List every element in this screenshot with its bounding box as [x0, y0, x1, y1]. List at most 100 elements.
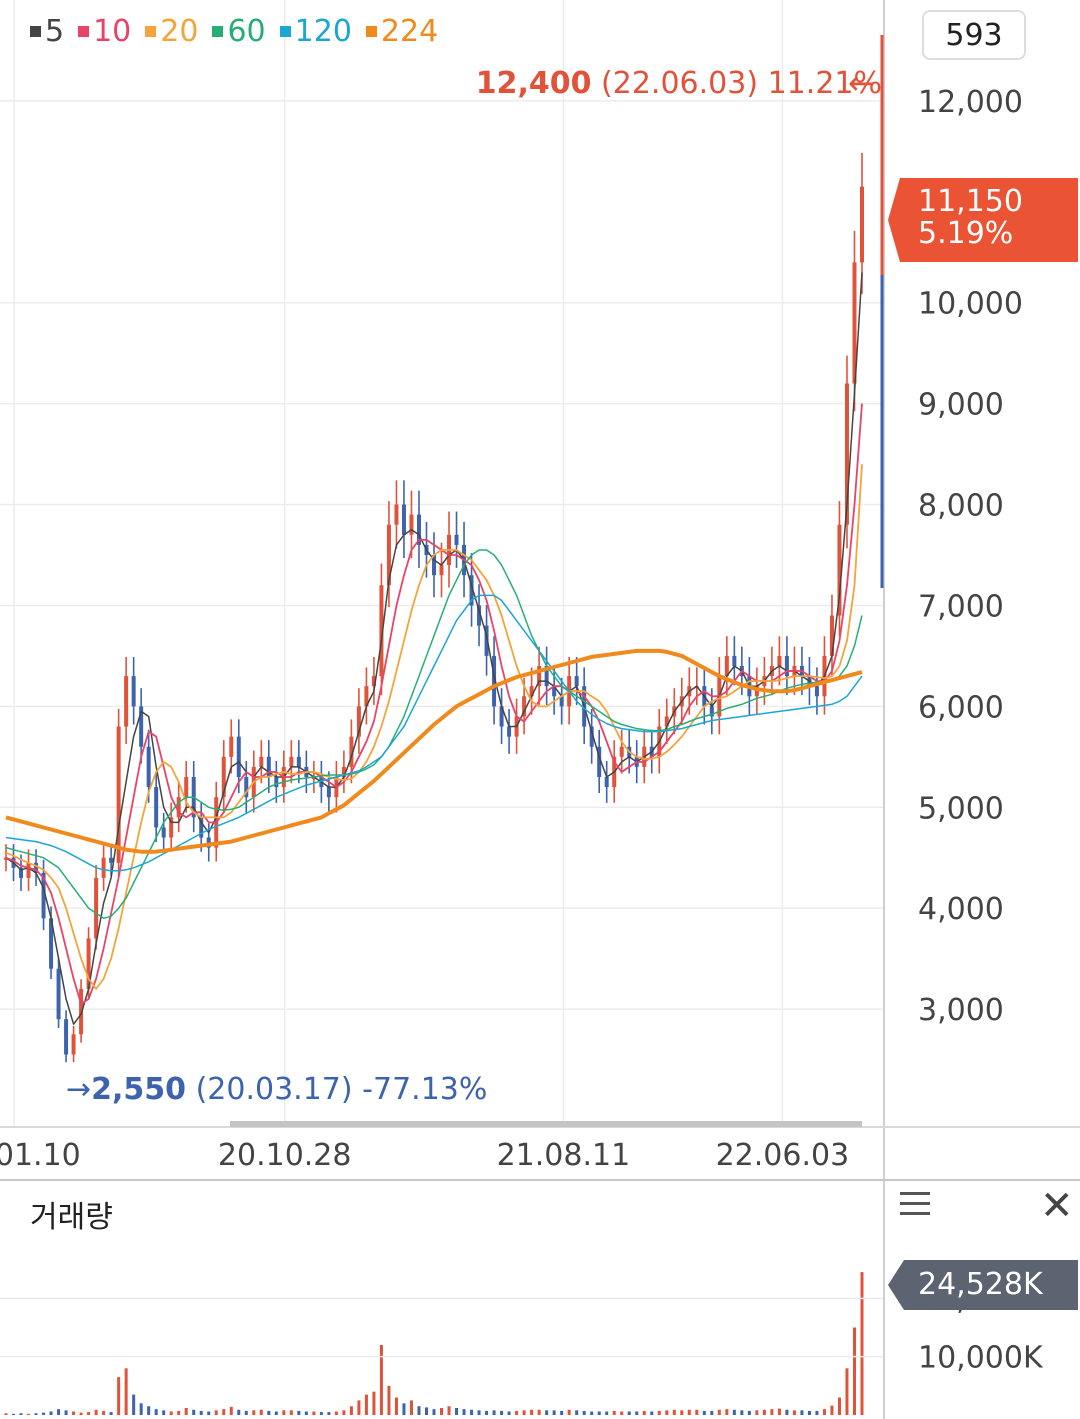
- candle-body: [221, 756, 226, 798]
- candle-body: [26, 862, 31, 878]
- volume-bar: [792, 1410, 796, 1415]
- volume-bar: [267, 1410, 271, 1415]
- x-axis-ticks: 20.01.10 20.10.28 21.08.11 22.06.03: [0, 1138, 849, 1173]
- volume-bar: [620, 1411, 624, 1415]
- volume-bar: [87, 1412, 91, 1415]
- legend-ma60[interactable]: 60: [212, 14, 266, 49]
- legend-ma5[interactable]: 5: [30, 14, 64, 49]
- volume-bar: [845, 1368, 849, 1415]
- candle-body: [19, 867, 24, 878]
- volume-bar: [402, 1403, 406, 1415]
- volume-bar: [349, 1406, 353, 1415]
- legend-ma120[interactable]: 120: [279, 14, 352, 49]
- y-tick-label: 6,000: [918, 690, 1004, 725]
- legend-ma224[interactable]: 224: [365, 14, 438, 49]
- candle-body: [94, 877, 99, 939]
- period-count-button[interactable]: 593: [922, 10, 1026, 60]
- close-icon[interactable]: ✕: [1040, 1183, 1074, 1229]
- candle-body: [161, 827, 166, 838]
- volume-bar: [785, 1409, 789, 1415]
- high-price: 12,400: [475, 66, 592, 101]
- volume-bar: [777, 1408, 781, 1415]
- candle-body: [844, 383, 849, 525]
- volume-bar: [447, 1406, 451, 1415]
- legend-ma20[interactable]: 20: [145, 14, 198, 49]
- candle-body: [439, 565, 444, 576]
- volume-bar: [4, 1413, 8, 1415]
- volume-bar: [289, 1410, 293, 1415]
- volume-bar: [364, 1394, 368, 1415]
- high-change: 11.21%: [767, 66, 882, 101]
- volume-bar: [57, 1409, 61, 1415]
- volume-bar: [229, 1406, 233, 1415]
- volume-bar: [627, 1411, 631, 1415]
- candle-body: [522, 696, 527, 717]
- volume-bar: [207, 1411, 211, 1415]
- volume-bar: [409, 1400, 413, 1415]
- y-tick-label: 10,000: [918, 287, 1023, 322]
- volume-bar: [417, 1406, 421, 1415]
- volume-bar: [492, 1410, 496, 1415]
- current-price-tag: 11,150 5.19%: [888, 178, 1078, 262]
- moving-average-lines: [5, 272, 863, 1025]
- volume-bar: [372, 1391, 376, 1415]
- candle-body: [544, 666, 549, 687]
- volume-bar: [394, 1397, 398, 1415]
- ma-line-20: [5, 464, 863, 990]
- candle-body: [469, 575, 474, 606]
- candle-body: [341, 766, 346, 777]
- x-tick-label: 20.01.10: [0, 1138, 81, 1173]
- volume-bar: [117, 1377, 121, 1415]
- candle-body: [709, 706, 714, 717]
- volume-bar: [109, 1412, 113, 1415]
- volume-bar: [657, 1410, 661, 1415]
- candle-body: [199, 817, 204, 838]
- low-price: 2,550: [91, 1072, 187, 1107]
- volume-bar: [755, 1410, 759, 1415]
- menu-icon[interactable]: [900, 1192, 930, 1216]
- legend-ma10[interactable]: 10: [78, 14, 131, 49]
- low-change: -77.13%: [362, 1072, 488, 1107]
- y-tick-label: 9,000: [918, 388, 1004, 423]
- volume-bar: [717, 1409, 721, 1415]
- y-tick-label: 12,000: [918, 85, 1023, 120]
- volume-bar: [192, 1409, 196, 1415]
- volume-bar: [687, 1409, 691, 1415]
- volume-bar: [560, 1410, 564, 1415]
- volume-bar: [837, 1397, 841, 1415]
- candle-body: [296, 756, 301, 767]
- x-tick-label: 22.06.03: [716, 1138, 850, 1173]
- volume-bar: [139, 1403, 143, 1415]
- candle-body: [477, 605, 482, 626]
- volume-bar: [860, 1272, 864, 1415]
- volume-bar: [515, 1410, 519, 1415]
- volume-bar: [304, 1411, 308, 1415]
- high-date: (22.06.03): [601, 66, 759, 101]
- volume-bar: [297, 1410, 301, 1415]
- volume-bar: [259, 1409, 263, 1415]
- candle-body: [432, 555, 436, 576]
- y-tick-label: 3,000: [918, 993, 1004, 1028]
- volume-bar: [424, 1407, 428, 1415]
- volume-bar: [522, 1410, 526, 1415]
- volume-bar: [597, 1411, 601, 1415]
- candle-body: [454, 534, 459, 545]
- candle-body: [326, 787, 331, 798]
- volume-bar: [650, 1411, 654, 1415]
- volume-bar: [770, 1409, 774, 1415]
- volume-bar: [34, 1413, 38, 1415]
- candle-body: [379, 585, 384, 677]
- volume-bar: [537, 1409, 541, 1415]
- volume-bar: [49, 1411, 53, 1415]
- candle-body: [154, 787, 159, 828]
- candle-body: [754, 686, 759, 697]
- y-axis-ticks: 12,000 10,000 9,000 8,000 7,000 6,000 5,000 4,0…: [918, 85, 1023, 1028]
- candle-body: [852, 262, 857, 384]
- volume-bar: [184, 1408, 188, 1415]
- candle-body: [777, 655, 782, 666]
- volume-bar: [582, 1410, 586, 1415]
- volume-bar: [379, 1345, 383, 1415]
- volume-bar: [102, 1410, 106, 1415]
- volume-bar: [710, 1410, 714, 1415]
- candle-body: [492, 655, 497, 707]
